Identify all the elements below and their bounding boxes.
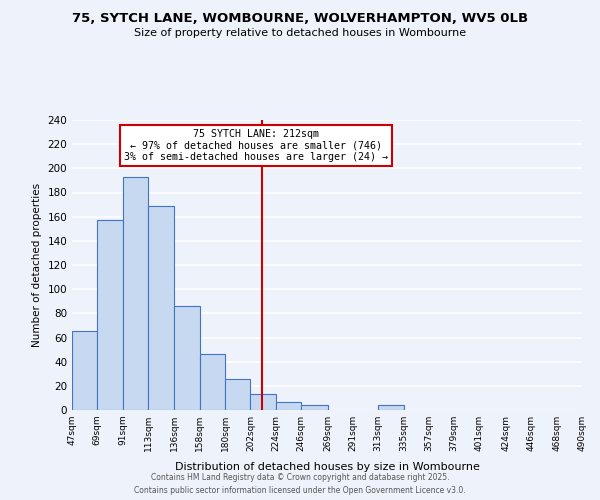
Text: Size of property relative to detached houses in Wombourne: Size of property relative to detached ho… bbox=[134, 28, 466, 38]
Bar bbox=[175, 306, 200, 410]
Bar bbox=[225, 378, 250, 410]
Bar bbox=[148, 206, 175, 410]
Bar bbox=[301, 405, 328, 410]
X-axis label: Distribution of detached houses by size in Wombourne: Distribution of detached houses by size … bbox=[175, 462, 479, 472]
Bar bbox=[200, 354, 225, 410]
Bar bbox=[72, 332, 97, 410]
Text: Contains public sector information licensed under the Open Government Licence v3: Contains public sector information licen… bbox=[134, 486, 466, 495]
Y-axis label: Number of detached properties: Number of detached properties bbox=[32, 183, 42, 347]
Text: 75 SYTCH LANE: 212sqm
← 97% of detached houses are smaller (746)
3% of semi-deta: 75 SYTCH LANE: 212sqm ← 97% of detached … bbox=[124, 128, 388, 162]
Bar bbox=[250, 394, 276, 410]
Bar bbox=[378, 405, 404, 410]
Bar bbox=[97, 220, 122, 410]
Bar bbox=[122, 177, 148, 410]
Bar bbox=[276, 402, 301, 410]
Text: 75, SYTCH LANE, WOMBOURNE, WOLVERHAMPTON, WV5 0LB: 75, SYTCH LANE, WOMBOURNE, WOLVERHAMPTON… bbox=[72, 12, 528, 26]
Text: Contains HM Land Registry data © Crown copyright and database right 2025.: Contains HM Land Registry data © Crown c… bbox=[151, 472, 449, 482]
